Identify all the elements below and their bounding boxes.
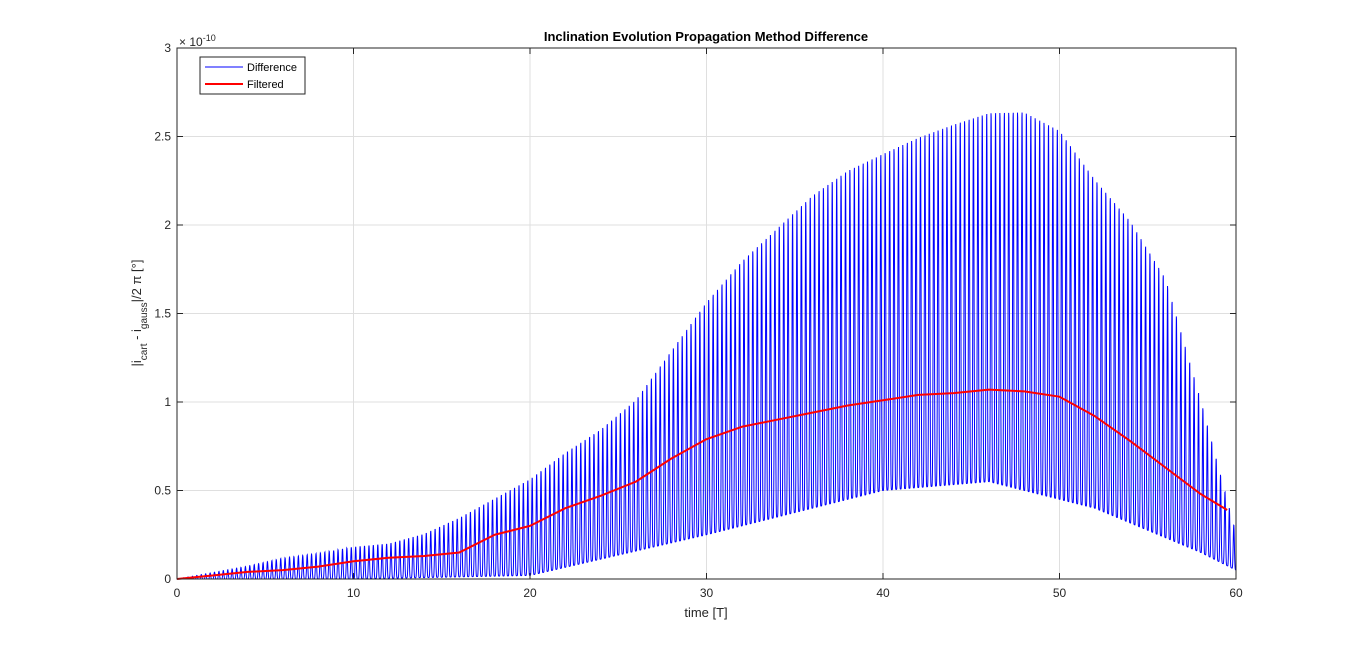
y-tick-label: 2 <box>164 218 171 232</box>
y-label-sub-gauss: gauss <box>139 302 150 329</box>
y-tick-label: 2.5 <box>154 130 171 144</box>
y-tick-label: 0 <box>164 572 171 586</box>
y-tick-label: 3 <box>164 41 171 55</box>
y-label-suffix: |/2 π [°] <box>129 260 144 303</box>
x-axis-label: time [T] <box>684 605 727 620</box>
y-exponent-label: × 10-10 <box>179 33 216 49</box>
series-filtered-line <box>176 388 1228 580</box>
tick-labels: 0 10 20 30 40 50 60 0 0.5 1 1.5 2 2.5 3 <box>154 41 1243 600</box>
y-tick-label: 0.5 <box>154 484 171 498</box>
y-exponent-base: × 10 <box>179 35 203 49</box>
x-tick-label: 40 <box>876 586 890 600</box>
x-tick-label: 10 <box>347 586 361 600</box>
x-tick-label: 50 <box>1053 586 1067 600</box>
x-tick-label: 30 <box>700 586 714 600</box>
legend-label-filtered: Filtered <box>247 79 284 91</box>
legend: Difference Filtered <box>199 56 306 95</box>
y-label-mid: - i <box>129 329 144 344</box>
y-label-prefix: |i <box>129 360 144 366</box>
axis-ticks <box>176 47 1237 580</box>
x-tick-label: 0 <box>174 586 181 600</box>
y-axis-label: |icart - igauss|/2 π [°] <box>129 260 150 367</box>
chart-title: Inclination Evolution Propagation Method… <box>544 29 868 44</box>
x-tick-label: 20 <box>523 586 537 600</box>
legend-label-difference: Difference <box>247 62 297 74</box>
y-label-sub-cart: cart <box>139 343 150 360</box>
x-tick-label: 60 <box>1229 586 1243 600</box>
legend-box <box>199 56 306 95</box>
y-exponent-power: -10 <box>203 33 216 43</box>
y-tick-label: 1.5 <box>154 307 171 321</box>
y-tick-label: 1 <box>164 395 171 409</box>
